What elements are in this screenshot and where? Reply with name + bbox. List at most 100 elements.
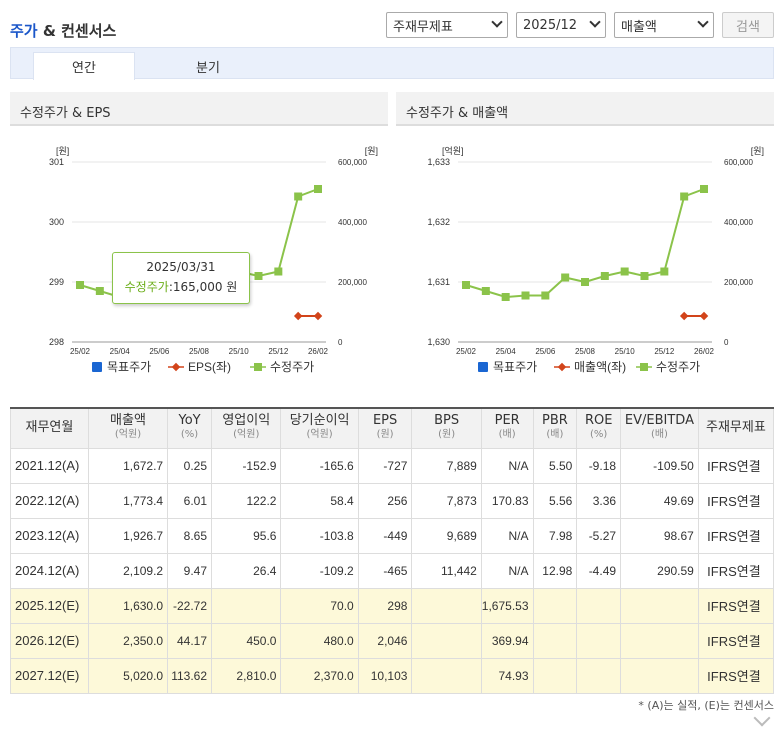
statement-select[interactable]: 주재무제표 <box>386 12 508 38</box>
table-cell: 58.4 <box>280 482 359 519</box>
left-series-point <box>699 311 709 321</box>
x-tick-label: 25/02 <box>70 347 91 356</box>
price-point <box>640 272 649 280</box>
tooltip-label: 수정주가 <box>124 280 169 294</box>
table-cell: 70.0 <box>280 587 359 624</box>
price-point <box>95 287 104 295</box>
table-cell: 2025.12(E) <box>10 587 89 624</box>
table-row: 2024.12(A) 2,109.2 9.47 26.4 -109.2 -465 11,44… <box>10 552 775 589</box>
table-cell: IFRS연결 <box>697 657 775 694</box>
table-cell: 49.69 <box>620 482 699 519</box>
search-button[interactable]: 검색 <box>722 12 774 38</box>
x-tick-label: 25/04 <box>496 347 517 356</box>
title-highlight: 주가 <box>10 22 38 40</box>
table-cell: -449 <box>357 517 413 554</box>
table-cell: 7,889 <box>411 447 482 484</box>
legend-swatch-price-marker <box>640 363 648 371</box>
tooltip-value: :165,000 원 <box>168 280 238 294</box>
right-tick-label: 200,000 <box>338 278 367 287</box>
price-point <box>700 185 708 193</box>
x-tick-label: 25/12 <box>654 347 675 356</box>
column-header: 영업이익 (억원) <box>211 407 282 449</box>
period-tabs: 연간 분기 <box>10 47 774 80</box>
x-tick-label: 25/10 <box>229 347 250 356</box>
table-cell: 0.25 <box>167 447 213 484</box>
table-cell: 2,370.0 <box>280 657 359 694</box>
left-tick-label: 1,630 <box>427 337 450 347</box>
x-tick-label: 25/04 <box>110 347 131 356</box>
table-cell: 7,873 <box>411 482 482 519</box>
table-cell: N/A <box>480 552 534 589</box>
table-cell: 98.67 <box>620 517 699 554</box>
table-cell: 256 <box>357 482 413 519</box>
table-cell <box>576 587 622 624</box>
price-point <box>660 267 669 276</box>
table-cell: 290.59 <box>620 552 699 589</box>
chart-heading: 수정주가 & 매출액 <box>396 92 774 126</box>
column-header-label: 주재무제표 <box>706 420 766 436</box>
table-cell: 2024.12(A) <box>10 552 89 589</box>
column-header-unit: (%) <box>180 429 199 441</box>
right-axis-unit: [원] <box>365 146 378 156</box>
column-header-label: PBR <box>542 413 568 429</box>
column-header: 재무연월 <box>10 407 89 449</box>
table-cell: 170.83 <box>480 482 534 519</box>
table-cell: -9.18 <box>576 447 622 484</box>
table-row: 2021.12(A) 1,672.7 0.25 -152.9 -165.6 -727 7,8… <box>10 447 775 484</box>
tab-annual[interactable]: 연간 <box>33 52 135 80</box>
column-header-unit: (원) <box>438 429 456 441</box>
column-header-unit: (배) <box>498 429 516 441</box>
financial-table: 재무연월 매출액 (억원) YoY (%) 영업이익 (억원) 당기순이익 (억원) EPS (원)… <box>10 407 775 694</box>
table-cell: IFRS연결 <box>697 447 775 484</box>
table-cell: 2021.12(A) <box>10 447 89 484</box>
x-tick-label: 26/02 <box>694 347 715 356</box>
price-point <box>76 281 84 289</box>
table-row: 2027.12(E) 5,020.0 113.62 2,810.0 2,370.0 10,… <box>10 657 775 694</box>
table-cell: 74.93 <box>480 657 534 694</box>
column-header-unit: (억원) <box>114 429 142 441</box>
column-header: EV/EBITDA (배) <box>620 407 699 449</box>
legend-label: 수정주가 <box>656 360 700 374</box>
table-cell: -109.50 <box>620 447 699 484</box>
chevron-down-icon <box>589 16 601 28</box>
table-cell: -103.8 <box>280 517 359 554</box>
period-select-value: 2025/12 <box>523 17 578 33</box>
table-cell: -727 <box>357 447 413 484</box>
price-point <box>274 267 283 276</box>
right-tick-label: 400,000 <box>724 218 753 227</box>
table-cell: 1,926.7 <box>87 517 169 554</box>
table-cell <box>411 657 482 694</box>
table-cell <box>620 622 699 659</box>
left-series-point <box>293 311 303 321</box>
price-point <box>481 287 490 295</box>
table-cell: 2022.12(A) <box>10 482 89 519</box>
table-cell: 8.65 <box>167 517 213 554</box>
footnote: * (A)는 실적, (E)는 컨센서스 <box>638 699 774 712</box>
column-header: EPS (원) <box>357 407 413 449</box>
price-point <box>314 185 322 193</box>
header: 주가 & 컨센서스 주재무제표 2025/12 매출액 검색 <box>10 12 774 42</box>
column-header-label: EPS <box>372 413 398 429</box>
left-tick-label: 1,631 <box>427 277 450 287</box>
table-cell: 298 <box>357 587 413 624</box>
column-header: ROE (%) <box>576 407 622 449</box>
price-point <box>521 291 530 300</box>
table-cell: 11,442 <box>411 552 482 589</box>
tab-quarterly[interactable]: 분기 <box>196 60 220 76</box>
table-cell: 2,046 <box>357 622 413 659</box>
right-axis-unit: [원] <box>751 146 764 156</box>
section-title: 주가 & 컨센서스 <box>10 20 116 41</box>
legend-label: 수정주가 <box>270 360 314 374</box>
price-point <box>462 281 470 289</box>
left-tick-label: 1,632 <box>427 217 450 227</box>
metric-select[interactable]: 매출액 <box>614 12 714 38</box>
legend-label: 목표주가 <box>493 360 537 374</box>
price-point <box>561 273 570 282</box>
x-tick-label: 25/10 <box>615 347 636 356</box>
period-select[interactable]: 2025/12 <box>516 12 606 38</box>
table-cell: -22.72 <box>167 587 213 624</box>
table-cell: 2,109.2 <box>87 552 169 589</box>
table-cell: 122.2 <box>211 482 282 519</box>
left-tick-label: 298 <box>49 337 64 347</box>
table-cell: 2027.12(E) <box>10 657 89 694</box>
